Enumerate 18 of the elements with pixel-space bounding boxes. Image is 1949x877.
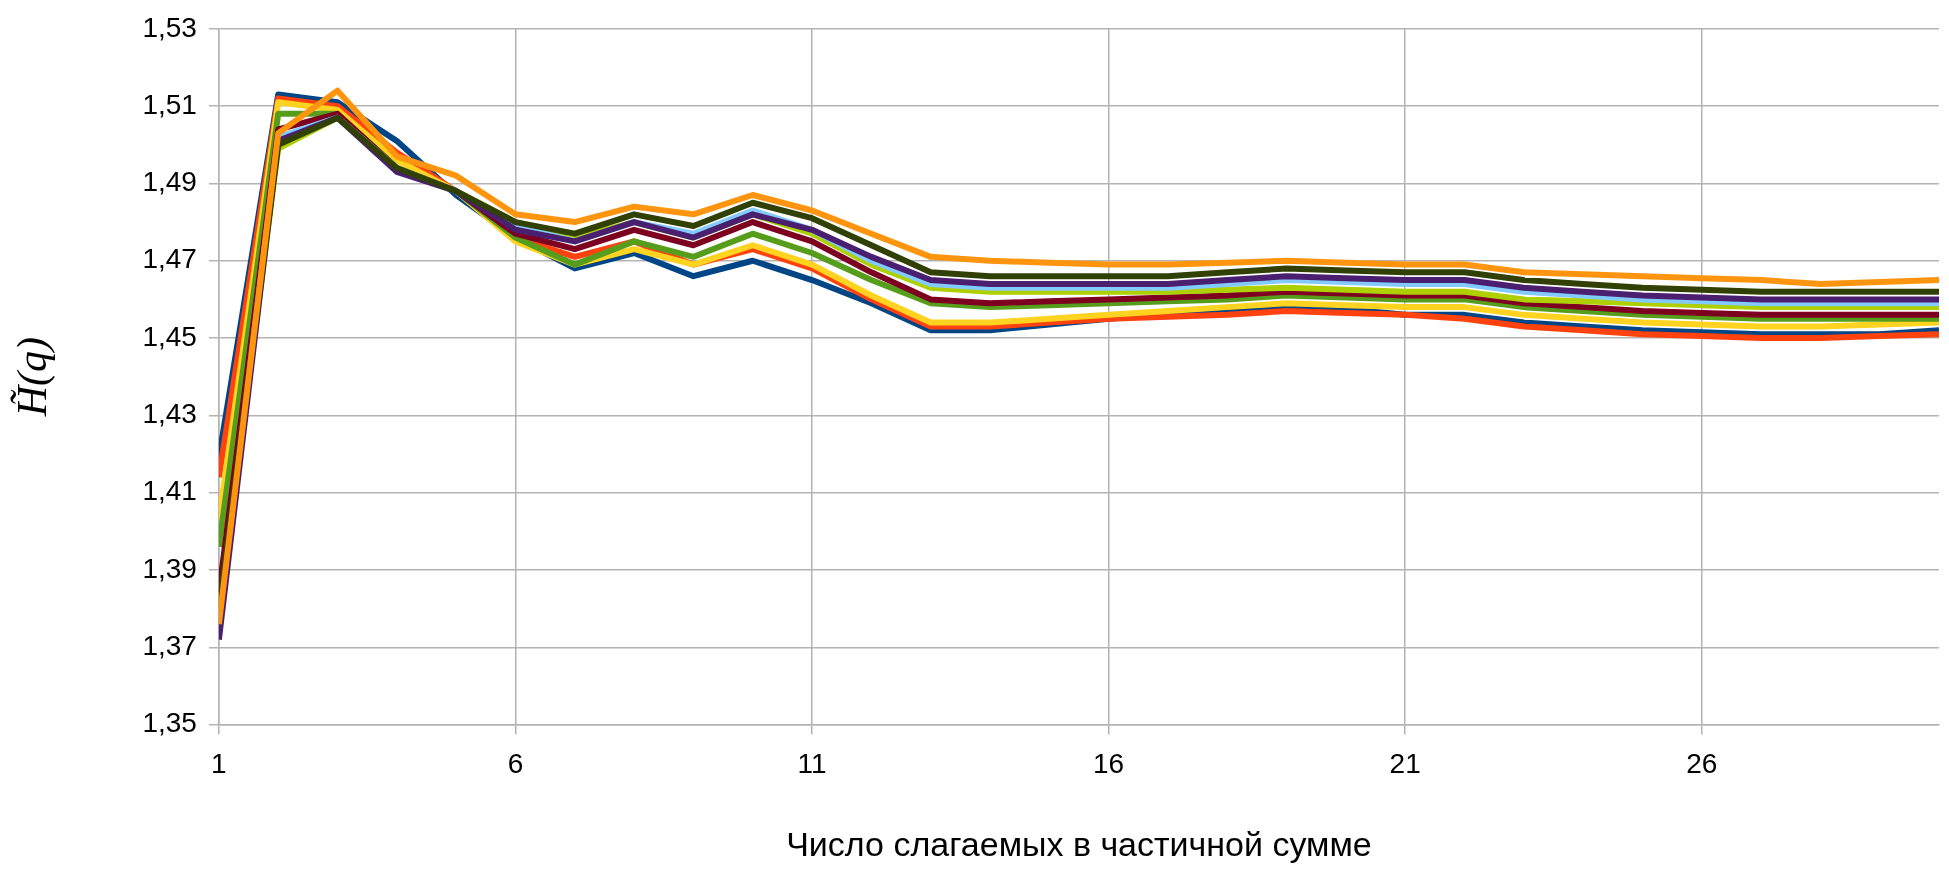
x-tick-label: 11: [797, 748, 827, 780]
y-tick-label: 1,41: [142, 475, 197, 507]
x-tick-label: 1: [211, 748, 227, 780]
y-tick-label: 1,47: [142, 243, 197, 275]
y-axis-title: H̃(q): [9, 337, 57, 418]
y-tick-label: 1,53: [142, 11, 197, 43]
y-tick-label: 1,35: [142, 707, 197, 739]
x-tick-label: 26: [1686, 748, 1718, 780]
x-tick-label: 16: [1093, 748, 1125, 780]
x-tick-label: 21: [1389, 748, 1421, 780]
x-tick-label: 6: [507, 748, 524, 780]
y-tick-label: 1,37: [142, 630, 197, 662]
x-axis-title: Число слагаемых в частичной сумме: [786, 824, 1372, 863]
y-tick-label: 1,39: [142, 552, 197, 584]
y-tick-label: 1,43: [142, 398, 197, 430]
y-tick-label: 1,49: [142, 166, 197, 198]
y-tick-label: 1,45: [142, 320, 197, 352]
y-tick-label: 1,51: [142, 88, 197, 120]
